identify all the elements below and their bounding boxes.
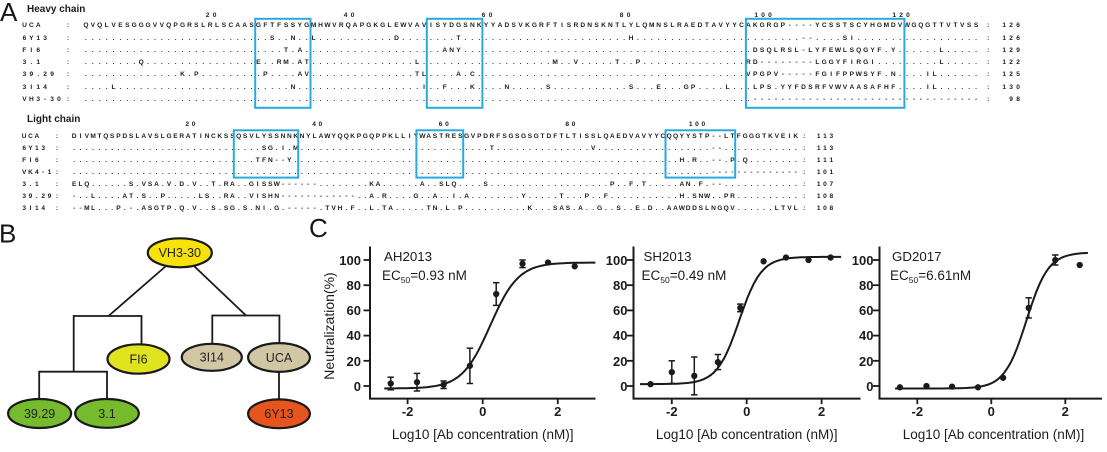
- svg-text:A: A: [0, 0, 18, 27]
- svg-text:VH3-30: VH3-30: [159, 246, 201, 260]
- svg-text:B: B: [0, 219, 16, 249]
- svg-text:39.29: 39.29: [24, 407, 55, 421]
- svg-text:C: C: [309, 213, 328, 243]
- svg-text:6Y13: 6Y13: [264, 407, 293, 421]
- svg-text:3.1: 3.1: [98, 407, 115, 421]
- svg-text:3I14: 3I14: [200, 351, 224, 365]
- svg-text:UCA: UCA: [266, 351, 293, 365]
- svg-text:FI6: FI6: [129, 352, 147, 366]
